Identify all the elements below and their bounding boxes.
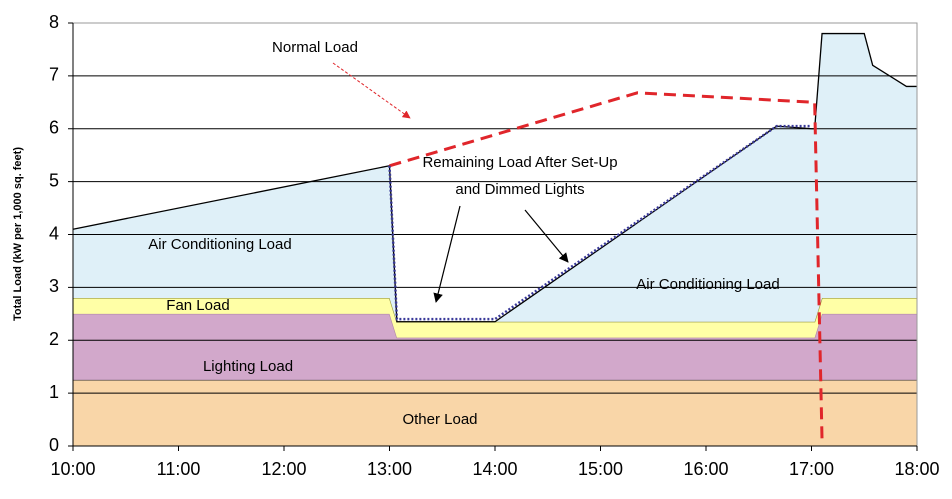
x-tick-label: 13:00 xyxy=(367,459,412,479)
x-tick-label: 11:00 xyxy=(157,459,201,479)
x-tick-label: 12:00 xyxy=(261,459,306,479)
y-tick-label: 5 xyxy=(49,170,59,190)
line xyxy=(388,124,812,321)
y-tick-label: 6 xyxy=(49,118,59,138)
arrow xyxy=(433,205,461,303)
area xyxy=(73,33,917,322)
x-tick-label: 15:00 xyxy=(578,459,623,479)
y-tick-label: 8 xyxy=(49,12,59,32)
area xyxy=(73,313,917,380)
x-tick-label: 17:00 xyxy=(789,459,834,479)
y-tick-label: 1 xyxy=(49,382,59,402)
y-tick-label: 7 xyxy=(49,65,59,85)
series-label: Normal Load xyxy=(272,39,358,56)
y-tick-label: 0 xyxy=(49,435,59,455)
plot-area xyxy=(72,22,918,447)
y-axis-label: Total Load (kW per 1,000 sq. feet) xyxy=(12,147,24,321)
area xyxy=(73,379,917,446)
series-label: Other Load xyxy=(402,411,477,428)
x-tick-label: 10:00 xyxy=(50,459,95,479)
y-tick-label: 4 xyxy=(49,223,59,243)
y-tick-label: 3 xyxy=(49,276,59,296)
x-tick-label: 16:00 xyxy=(683,459,728,479)
arrow xyxy=(524,209,569,263)
area xyxy=(73,297,917,338)
x-tick-label: 18:00 xyxy=(894,459,939,479)
annotation: Remaining Load After Set-Up xyxy=(422,154,617,171)
line xyxy=(389,91,824,441)
series-label: Air Conditioning Load xyxy=(148,236,291,253)
x-tick-label: 14:00 xyxy=(472,459,517,479)
series-label: Fan Load xyxy=(166,297,229,314)
annotation: and Dimmed Lights xyxy=(455,181,584,198)
y-tick-label: 2 xyxy=(49,329,59,349)
series-label: Lighting Load xyxy=(203,358,293,375)
arrow xyxy=(332,62,411,119)
series-label: Air Conditioning Load xyxy=(636,276,779,293)
